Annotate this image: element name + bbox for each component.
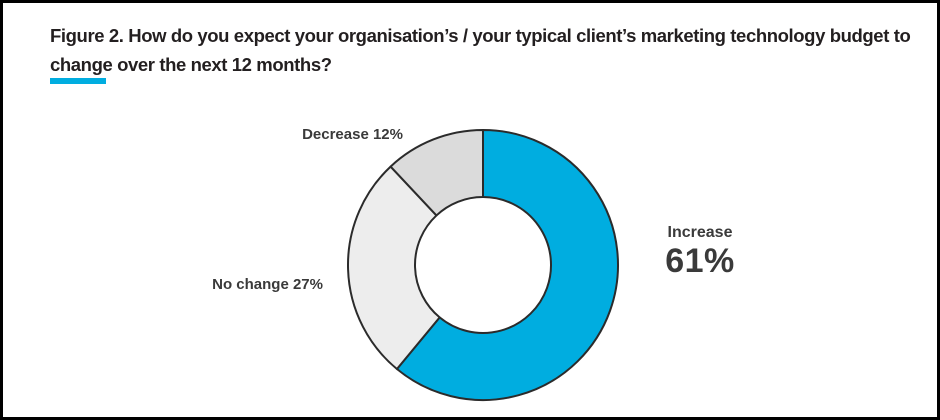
figure-title: Figure 2. How do you expect your organis… — [50, 25, 911, 75]
donut-segment-increase — [395, 129, 619, 401]
label-increase-block: Increase 61% — [630, 224, 770, 280]
label-no-change: No change 27% — [212, 276, 323, 293]
donut-segment-decrease — [389, 129, 484, 217]
label-increase-value: 61% — [665, 242, 735, 280]
label-decrease: Decrease 12% — [302, 126, 403, 143]
title-accent-bar — [50, 78, 106, 84]
donut-segment-no-change — [347, 165, 441, 371]
label-increase-name: Increase — [667, 224, 733, 241]
donut-chart — [347, 129, 619, 401]
